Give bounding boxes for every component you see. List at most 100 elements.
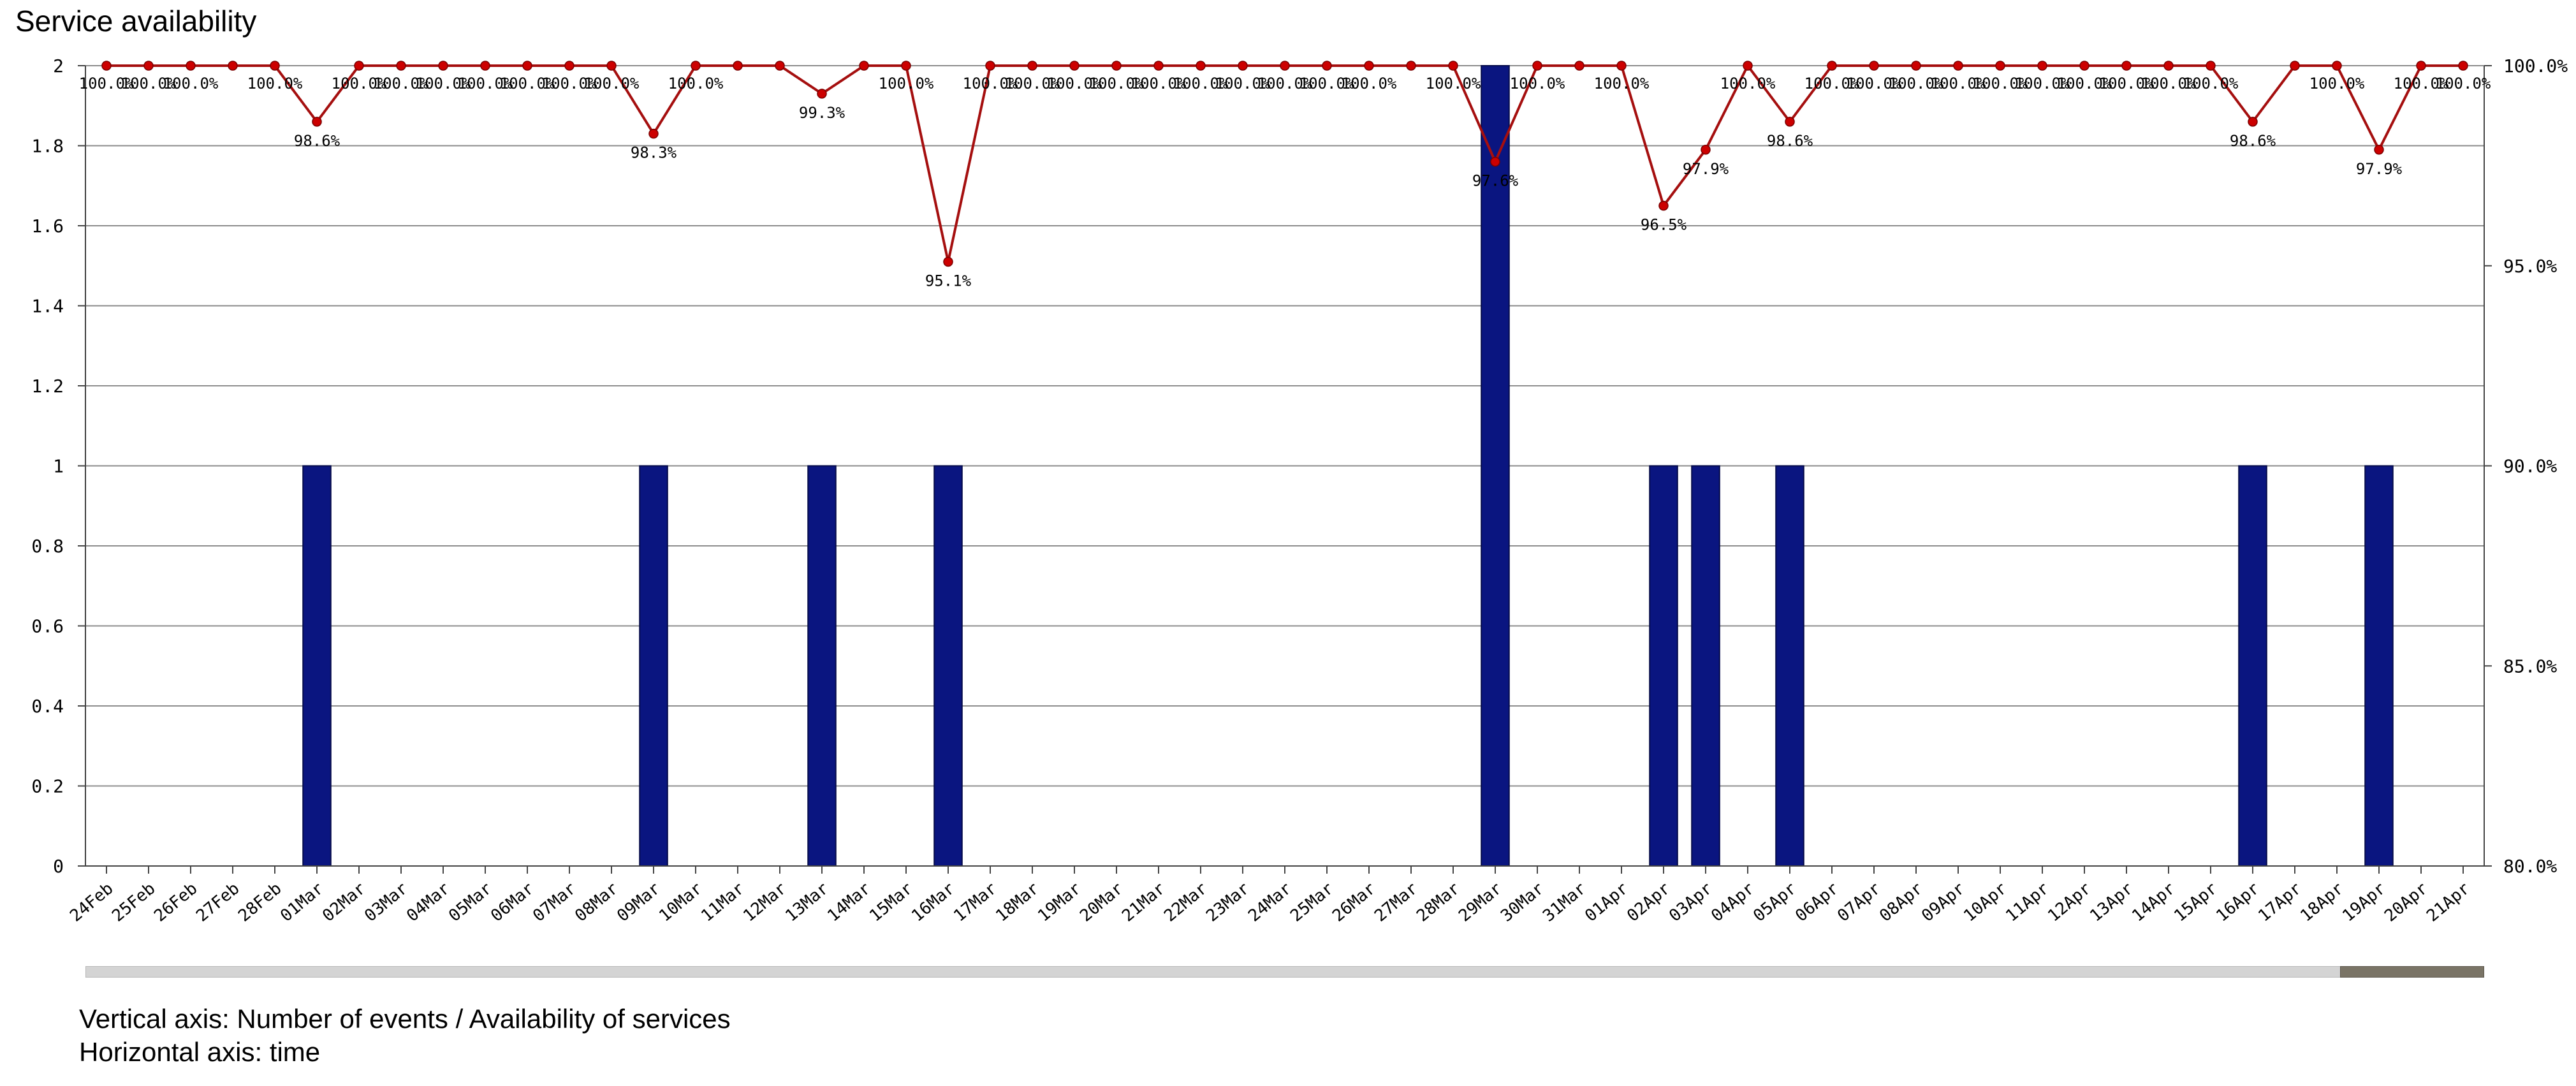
y-left-tick-label: 0.4 (31, 696, 64, 717)
horizontal-axis-caption: Horizontal axis: time (79, 1037, 321, 1067)
x-tick-label: 23Mar (1203, 879, 1253, 925)
availability-data-label: 100.0% (1847, 75, 1902, 92)
availability-data-label: 100.0% (1931, 75, 1986, 92)
availability-data-label: 100.0% (668, 75, 724, 92)
availability-data-label: 100.0% (1299, 75, 1355, 92)
availability-point (2206, 61, 2216, 71)
event-bar (933, 465, 963, 867)
x-tick-label: 06Apr (1792, 879, 1842, 925)
horizontal-scrollbar-track[interactable] (85, 966, 2484, 978)
availability-data-label: 100.0% (1342, 75, 1397, 92)
availability-data-label: 98.6% (2230, 132, 2276, 150)
x-tick-label: 13Apr (2086, 879, 2137, 925)
availability-point (480, 61, 490, 71)
availability-data-label: 95.1% (925, 272, 972, 290)
availability-point (606, 61, 617, 71)
availability-point (1785, 117, 1795, 127)
data-labels: 100.0%100.0%100.0% 100.0%98.6%100.0%100.0… (79, 75, 2491, 290)
x-tick-label: 28Feb (235, 879, 285, 925)
availability-point (1869, 61, 1879, 71)
x-tick-label: 14Apr (2128, 879, 2179, 925)
x-tick-label: 04Apr (1708, 879, 1758, 925)
availability-data-label: 100.0% (1089, 75, 1145, 92)
event-bar (1649, 465, 1678, 867)
y-right-tick-label: 85.0% (2503, 656, 2557, 677)
y-left-tick-label: 0.8 (31, 536, 64, 557)
x-tick-label: 10Mar (655, 879, 706, 925)
y-left-tick-label: 0 (53, 856, 64, 877)
x-tick-label: 20Apr (2381, 879, 2431, 925)
availability-point (1574, 61, 1584, 71)
availability-point (1448, 61, 1458, 71)
availability-point (1322, 61, 1332, 71)
availability-line (101, 61, 2468, 267)
availability-data-label: 96.5% (1641, 216, 1687, 234)
availability-point (1153, 61, 1164, 71)
x-tick-label: 16Apr (2213, 879, 2263, 925)
availability-data-label: 100.0% (584, 75, 640, 92)
x-tick-label: 11Mar (698, 879, 748, 925)
x-tick-label: 07Mar (529, 879, 580, 925)
availability-data-label: 100.0% (1426, 75, 1481, 92)
availability-data-label: 100.0% (332, 75, 387, 92)
availability-point (522, 61, 532, 71)
availability-point (1406, 61, 1416, 71)
availability-data-label: 100.0% (1215, 75, 1271, 92)
availability-point (1701, 145, 1711, 155)
availability-point (1069, 61, 1079, 71)
x-tick-label: 29Mar (1455, 879, 1505, 925)
y-left-tick-label: 0.2 (31, 776, 64, 797)
availability-data-label: 98.6% (294, 132, 340, 150)
x-tick-label: 20Mar (1076, 879, 1127, 925)
event-bar (807, 465, 837, 867)
event-bar (302, 465, 332, 867)
x-tick-label: 19Apr (2339, 879, 2389, 925)
availability-data-label: 100.0% (1594, 75, 1650, 92)
axis-caption: Vertical axis: Number of events / Availa… (79, 1002, 731, 1069)
availability-point (438, 61, 448, 71)
availability-point (354, 61, 364, 71)
x-tick-label: 24Feb (66, 879, 117, 925)
availability-point (2037, 61, 2047, 71)
x-tick-label: 28Mar (1413, 879, 1463, 925)
availability-point (564, 61, 574, 71)
chart: 2 1.8 1.6 1.4 1.2 1 0.8 0.6 0.4 0.2 0 100.0% 95.0% 90… (31, 55, 2568, 926)
x-tick-label: 18Apr (2297, 879, 2347, 925)
x-tick-label: 07Apr (1834, 879, 1884, 925)
availability-data-label: 100.0% (416, 75, 471, 92)
x-tick-label: 18Mar (992, 879, 1043, 925)
x-tick-label: 12Mar (740, 879, 790, 925)
y-left-tick-label: 1.4 (31, 296, 64, 317)
availability-point (2121, 61, 2132, 71)
x-tick-label: 27Feb (193, 879, 243, 925)
y-left-tick-label: 1.8 (31, 136, 64, 157)
availability-point (733, 61, 743, 71)
availability-data-label: 100.0% (500, 75, 555, 92)
event-bar (2238, 465, 2267, 867)
x-tick-label: 31Mar (1539, 879, 1590, 925)
x-tick-label: 26Mar (1329, 879, 1379, 925)
x-tick-label: 17Apr (2255, 879, 2305, 925)
x-tick-label: 14Mar (824, 879, 874, 925)
availability-data-label: 100.0% (1973, 75, 2028, 92)
y-right-tick-label: 80.0% (2503, 856, 2557, 877)
availability-point (1196, 61, 1206, 71)
availability-point (101, 61, 112, 71)
event-bar (1775, 465, 1804, 867)
availability-point (143, 61, 154, 71)
availability-data-label: 100.0% (1131, 75, 1187, 92)
x-tick-label: 08Mar (571, 879, 622, 925)
availability-point (1953, 61, 1963, 71)
availability-point (1111, 61, 1122, 71)
x-tick-label: 04Mar (403, 879, 453, 925)
availability-data-label: 100.0% (1510, 75, 1565, 92)
availability-data-label: 100.0% (374, 75, 429, 92)
availability-data-label: 100.0% (2015, 75, 2070, 92)
availability-data-label: 100.0% (1257, 75, 1313, 92)
availability-point (396, 61, 406, 71)
availability-data-label: 97.6% (1472, 172, 1519, 190)
availability-data-label: 100.0% (879, 75, 934, 92)
availability-point (2458, 61, 2468, 71)
horizontal-scrollbar-thumb[interactable] (2340, 966, 2484, 978)
x-tick-label: 16Mar (908, 879, 958, 925)
